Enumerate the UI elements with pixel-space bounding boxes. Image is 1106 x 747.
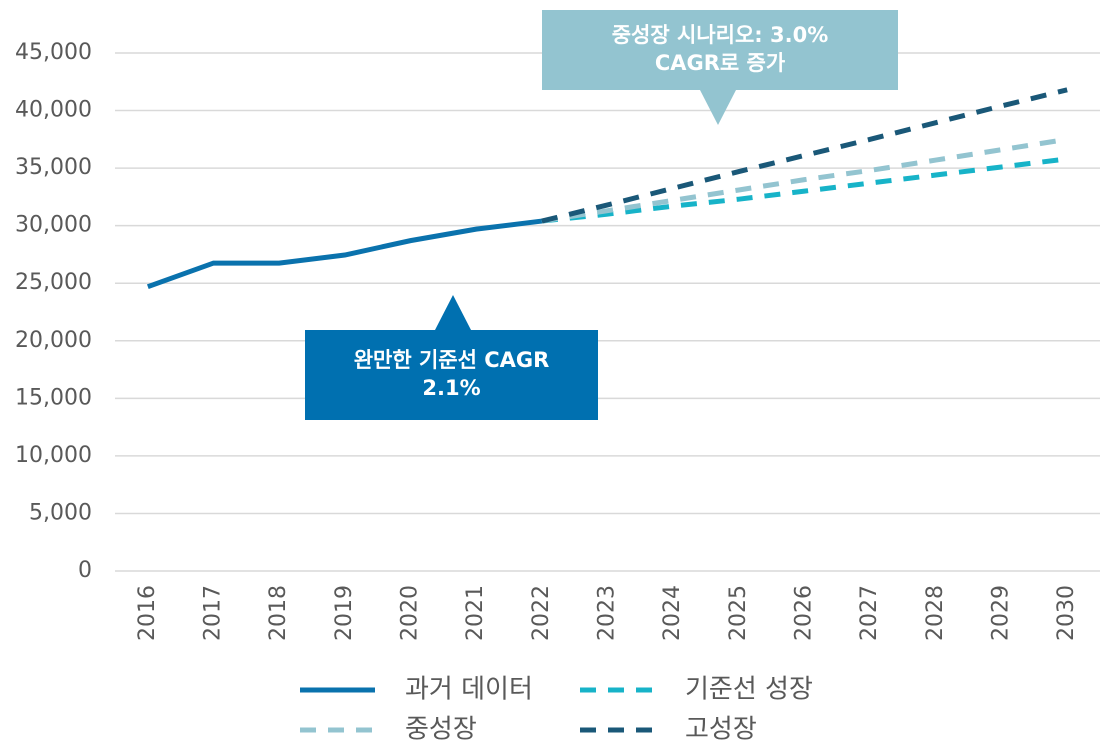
callout-box [305, 330, 598, 420]
x-tick-label: 2018 [266, 585, 291, 641]
legend-label: 고성장 [685, 715, 757, 745]
x-tick-label: 2029 [989, 585, 1014, 641]
x-tick-label: 2030 [1054, 585, 1079, 641]
x-tick-label: 2019 [332, 585, 357, 641]
y-tick-label: 30,000 [15, 213, 92, 238]
legend-label: 중성장 [405, 715, 477, 745]
x-tick-label: 2023 [595, 585, 620, 641]
y-tick-label: 10,000 [15, 443, 92, 468]
callout-pointer [700, 90, 736, 125]
x-tick-label: 2017 [201, 585, 226, 641]
y-tick-label: 45,000 [15, 40, 92, 65]
callout-text: 중성장 시나리오: 3.0% [612, 23, 829, 47]
y-tick-label: 25,000 [15, 270, 92, 295]
x-tick-label: 2028 [923, 585, 948, 641]
x-tick-label: 2025 [726, 585, 751, 641]
y-tick-label: 5,000 [29, 500, 92, 525]
x-tick-label: 2022 [529, 585, 554, 641]
x-tick-label: 2020 [398, 585, 423, 641]
y-tick-label: 35,000 [15, 155, 92, 180]
y-tick-label: 20,000 [15, 328, 92, 353]
y-tick-label: 15,000 [15, 385, 92, 410]
x-tick-label: 2026 [792, 585, 817, 641]
legend-label: 기준선 성장 [685, 675, 813, 705]
x-tick-label: 2021 [463, 585, 488, 641]
y-tick-label: 0 [78, 558, 92, 583]
series-line [541, 136, 1068, 224]
x-tick-label: 2027 [857, 585, 882, 641]
x-tick-label: 2016 [135, 585, 160, 641]
callout-text: 2.1% [422, 376, 480, 400]
y-tick-label: 40,000 [15, 98, 92, 123]
legend-label: 과거 데이터 [405, 675, 533, 705]
series-line [541, 87, 1068, 224]
callout-box [542, 10, 898, 90]
callout-pointer [435, 295, 471, 330]
callout-text: CAGR로 증가 [655, 51, 786, 75]
callout-text: 완만한 기준선 CAGR [354, 348, 550, 372]
series-line [146, 218, 543, 290]
series-line [541, 156, 1068, 224]
x-tick-label: 2024 [660, 585, 685, 641]
